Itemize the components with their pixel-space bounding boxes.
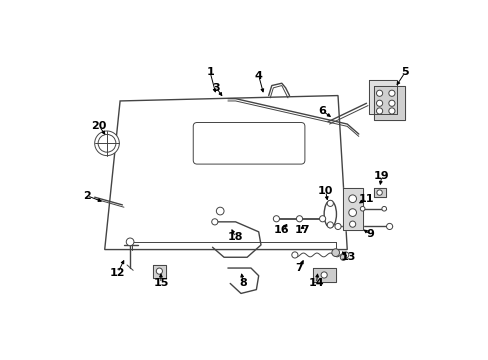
Polygon shape bbox=[343, 188, 362, 230]
Text: 12: 12 bbox=[110, 267, 125, 278]
Circle shape bbox=[98, 134, 116, 152]
Circle shape bbox=[349, 221, 355, 227]
Text: 13: 13 bbox=[341, 252, 356, 262]
Text: 9: 9 bbox=[366, 229, 373, 239]
Polygon shape bbox=[153, 265, 166, 278]
Circle shape bbox=[296, 216, 302, 222]
Text: 11: 11 bbox=[358, 194, 373, 204]
Polygon shape bbox=[368, 80, 396, 114]
Text: 3: 3 bbox=[212, 83, 220, 93]
Text: 20: 20 bbox=[91, 121, 107, 131]
Text: 8: 8 bbox=[239, 278, 246, 288]
Text: 19: 19 bbox=[373, 171, 389, 181]
Circle shape bbox=[216, 207, 224, 215]
Circle shape bbox=[331, 249, 339, 256]
Text: 16: 16 bbox=[273, 225, 289, 235]
Text: 10: 10 bbox=[317, 186, 333, 196]
Circle shape bbox=[321, 272, 326, 278]
Circle shape bbox=[334, 223, 341, 230]
Circle shape bbox=[360, 206, 364, 211]
Circle shape bbox=[326, 222, 333, 228]
Circle shape bbox=[156, 268, 162, 274]
Circle shape bbox=[388, 90, 394, 96]
Circle shape bbox=[388, 100, 394, 106]
Circle shape bbox=[386, 223, 392, 230]
Polygon shape bbox=[312, 268, 335, 282]
Circle shape bbox=[126, 238, 134, 246]
Circle shape bbox=[340, 254, 346, 260]
Text: 7: 7 bbox=[295, 263, 303, 273]
Circle shape bbox=[319, 216, 325, 222]
PathPatch shape bbox=[104, 95, 346, 249]
Circle shape bbox=[211, 219, 218, 225]
Text: 5: 5 bbox=[400, 67, 408, 77]
Circle shape bbox=[291, 252, 297, 258]
Circle shape bbox=[376, 100, 382, 106]
Text: 1: 1 bbox=[206, 67, 214, 77]
Circle shape bbox=[342, 252, 348, 258]
Text: 6: 6 bbox=[318, 106, 326, 116]
Polygon shape bbox=[373, 188, 385, 197]
Circle shape bbox=[388, 108, 394, 114]
Circle shape bbox=[348, 195, 356, 203]
Circle shape bbox=[381, 206, 386, 211]
FancyBboxPatch shape bbox=[193, 122, 305, 164]
Circle shape bbox=[376, 108, 382, 114]
Text: 15: 15 bbox=[153, 278, 168, 288]
Circle shape bbox=[273, 216, 279, 222]
Text: 18: 18 bbox=[227, 232, 243, 242]
Circle shape bbox=[376, 90, 382, 96]
Text: 14: 14 bbox=[308, 278, 324, 288]
Text: 2: 2 bbox=[83, 191, 91, 201]
Circle shape bbox=[348, 209, 356, 216]
Polygon shape bbox=[373, 86, 404, 120]
Circle shape bbox=[95, 131, 119, 156]
Text: 17: 17 bbox=[294, 225, 310, 235]
Ellipse shape bbox=[324, 201, 336, 228]
Circle shape bbox=[326, 200, 333, 206]
Circle shape bbox=[376, 190, 382, 195]
Text: 4: 4 bbox=[254, 71, 262, 81]
